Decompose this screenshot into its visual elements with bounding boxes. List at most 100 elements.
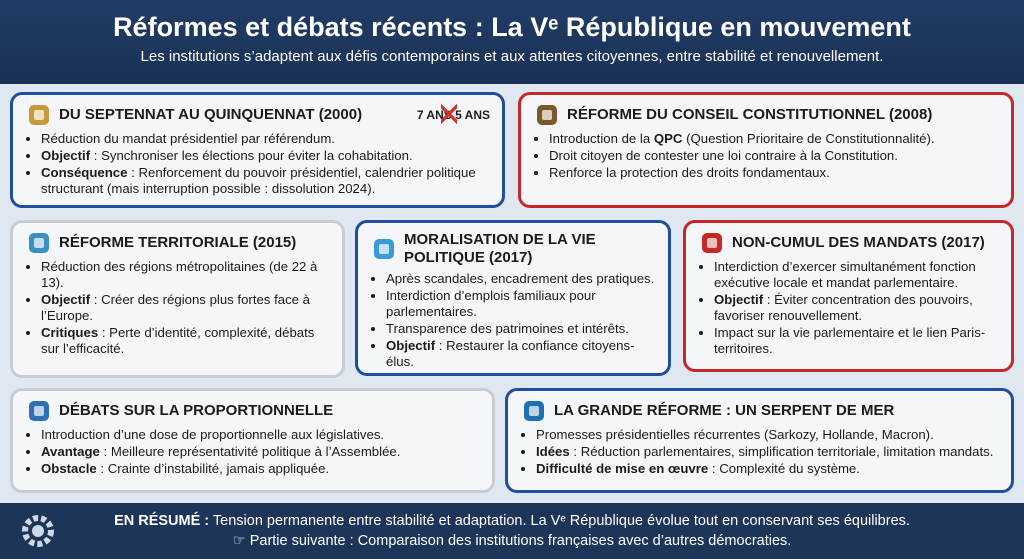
item: Avantage : Meilleure représentativité po… bbox=[41, 444, 480, 460]
next-line: ☞ Partie suivante : Comparaison des inst… bbox=[0, 531, 1024, 551]
bold-text: Critiques bbox=[41, 325, 99, 340]
item: Introduction de la QPC (Question Priorit… bbox=[549, 131, 999, 147]
footer: EN RÉSUMÉ : Tension permanente entre sta… bbox=[0, 503, 1024, 559]
summary: EN RÉSUMÉ : Tension permanente entre sta… bbox=[0, 511, 1024, 531]
text: : Créer des régions plus fortes face à l… bbox=[41, 292, 310, 323]
item: Idées : Réduction parlementaires, simpli… bbox=[536, 444, 999, 460]
item: Après scandales, encadrement des pratiqu… bbox=[386, 271, 656, 287]
gear-icon bbox=[22, 515, 54, 547]
card-title: RÉFORME DU CONSEIL CONSTITUTIONNEL (2008… bbox=[567, 106, 933, 123]
card-icon bbox=[29, 233, 49, 253]
card-title: MORALISATION DE LA VIE POLITIQUE (2017) bbox=[404, 231, 596, 266]
item: Interdiction d’emplois familiaux pour pa… bbox=[386, 288, 656, 320]
card-head: NON-CUMUL DES MANDATS (2017) bbox=[700, 231, 999, 255]
card: DU SEPTENNAT AU QUINQUENNAT (2000) 7 ANS … bbox=[10, 92, 505, 208]
text: Interdiction d’exercer simultanément fon… bbox=[714, 259, 976, 290]
bold-text: Objectif bbox=[714, 292, 764, 307]
title: Réformes et débats récents : La Vᵉ Répub… bbox=[113, 12, 911, 42]
text: : Restaurer la confiance citoyens-élus. bbox=[386, 338, 635, 369]
item: Renforce la protection des droits fondam… bbox=[549, 165, 999, 181]
card: MORALISATION DE LA VIE POLITIQUE (2017) A… bbox=[355, 220, 671, 376]
item: Impact sur la vie parlementaire et le li… bbox=[714, 325, 999, 357]
item: Réduction du mandat présidentiel par réf… bbox=[41, 131, 490, 147]
text: Après scandales, encadrement des pratiqu… bbox=[386, 271, 655, 286]
bold-text: Idées bbox=[536, 444, 570, 459]
item: Objectif : Restaurer la confiance citoye… bbox=[386, 338, 656, 370]
card-icon bbox=[537, 105, 557, 125]
text: (Question Prioritaire de Constitutionnal… bbox=[682, 131, 935, 146]
card-head: LA GRANDE RÉFORME : UN SERPENT DE MER bbox=[522, 399, 999, 423]
text: : Complexité du système. bbox=[708, 461, 860, 476]
card-title: DÉBATS SUR LA PROPORTIONNELLE bbox=[59, 402, 334, 419]
text: Droit citoyen de contester une loi contr… bbox=[549, 148, 898, 163]
card-head: RÉFORME TERRITORIALE (2015) bbox=[27, 231, 330, 255]
item: Interdiction d’exercer simultanément fon… bbox=[714, 259, 999, 291]
item-list: Interdiction d’exercer simultanément fon… bbox=[700, 259, 999, 357]
item: Transparence des patrimoines et intérêts… bbox=[386, 321, 656, 337]
bold-text: Difficulté de mise en œuvre bbox=[536, 461, 709, 476]
item-list: Introduction de la QPC (Question Priorit… bbox=[535, 131, 999, 181]
item: Objectif : Créer des régions plus fortes… bbox=[41, 292, 330, 324]
item: Réduction des régions métropolitaines (d… bbox=[41, 259, 330, 291]
card-head: RÉFORME DU CONSEIL CONSTITUTIONNEL (2008… bbox=[535, 103, 999, 127]
text: Tension permanente entre stabilité et ad… bbox=[209, 513, 910, 529]
card-head: MORALISATION DE LA VIE POLITIQUE (2017) bbox=[372, 231, 656, 267]
item-list: Après scandales, encadrement des pratiqu… bbox=[372, 271, 656, 370]
text: Réduction du mandat présidentiel par réf… bbox=[41, 131, 335, 146]
item: Objectif : Synchroniser les élections po… bbox=[41, 148, 490, 164]
card-icon bbox=[29, 105, 49, 125]
badge-old: 7 ANS bbox=[416, 108, 452, 122]
card: NON-CUMUL DES MANDATS (2017) Interdiction… bbox=[683, 220, 1014, 372]
badge: 7 ANS 5 ANS bbox=[417, 108, 490, 122]
bold-text: QPC bbox=[653, 131, 683, 146]
card-icon bbox=[374, 239, 394, 259]
pointer-icon: ☞ bbox=[232, 533, 250, 549]
text: : Meilleure représentativité politique à… bbox=[99, 444, 401, 459]
card-title: NON-CUMUL DES MANDATS (2017) bbox=[732, 234, 985, 251]
text: Promesses présidentielles récurrentes (S… bbox=[536, 427, 934, 442]
card-icon bbox=[29, 401, 49, 421]
bold-text: EN RÉSUMÉ : bbox=[114, 513, 210, 529]
text: : Perte d’identité, complexité, débats s… bbox=[41, 325, 315, 356]
text: Impact sur la vie parlementaire et le li… bbox=[714, 325, 986, 356]
text: Transparence des patrimoines et intérêts… bbox=[386, 321, 629, 336]
text: Introduction d’une dose de proportionnel… bbox=[41, 427, 385, 442]
item-list: Promesses présidentielles récurrentes (S… bbox=[522, 427, 999, 477]
bold-text: Objectif bbox=[386, 338, 436, 353]
card-title: LA GRANDE RÉFORME : UN SERPENT DE MER bbox=[554, 402, 895, 419]
card: LA GRANDE RÉFORME : UN SERPENT DE MER Pro… bbox=[505, 388, 1014, 493]
item: Introduction d’une dose de proportionnel… bbox=[41, 427, 480, 443]
item: Critiques : Perte d’identité, complexité… bbox=[41, 325, 330, 357]
item: Objectif : Éviter concentration des pouv… bbox=[714, 292, 999, 324]
item-list: Réduction du mandat présidentiel par réf… bbox=[27, 131, 490, 197]
text: : Réduction parlementaires, simplificati… bbox=[569, 444, 994, 459]
text: : Renforcement du pouvoir présidentiel, … bbox=[41, 165, 476, 196]
item-list: Introduction d’une dose de proportionnel… bbox=[27, 427, 480, 477]
card-head: DÉBATS SUR LA PROPORTIONNELLE bbox=[27, 399, 480, 423]
next: Partie suivante : Comparaison des instit… bbox=[249, 533, 792, 549]
card-icon bbox=[524, 401, 544, 421]
bold-text: Objectif bbox=[41, 148, 91, 163]
subtitle: Les institutions s’adaptent aux défis co… bbox=[140, 48, 884, 65]
item: Conséquence : Renforcement du pouvoir pr… bbox=[41, 165, 490, 197]
bold-text: Avantage bbox=[41, 444, 100, 459]
item: Droit citoyen de contester une loi contr… bbox=[549, 148, 999, 164]
card-title: DU SEPTENNAT AU QUINQUENNAT (2000) bbox=[59, 106, 363, 123]
item: Promesses présidentielles récurrentes (S… bbox=[536, 427, 999, 443]
bold-text: Objectif bbox=[41, 292, 91, 307]
text: : Synchroniser les élections pour éviter… bbox=[90, 148, 413, 163]
text: : Éviter concentration des pouvoirs, fav… bbox=[714, 292, 973, 323]
card: DÉBATS SUR LA PROPORTIONNELLE Introductio… bbox=[10, 388, 495, 493]
item: Obstacle : Crainte d’instabilité, jamais… bbox=[41, 461, 480, 477]
bold-text: Obstacle bbox=[41, 461, 97, 476]
item: Difficulté de mise en œuvre : Complexité… bbox=[536, 461, 999, 477]
card-title: RÉFORME TERRITORIALE (2015) bbox=[59, 234, 297, 251]
item-list: Réduction des régions métropolitaines (d… bbox=[27, 259, 330, 357]
badge-new: 5 ANS bbox=[455, 108, 490, 122]
bold-text: Conséquence bbox=[41, 165, 128, 180]
text: Réduction des régions métropolitaines (d… bbox=[41, 259, 318, 290]
header: Réformes et débats récents : La Vᵉ Répub… bbox=[0, 0, 1024, 84]
card: RÉFORME TERRITORIALE (2015) Réduction des… bbox=[10, 220, 345, 378]
text: Renforce la protection des droits fondam… bbox=[549, 165, 830, 180]
card-head: DU SEPTENNAT AU QUINQUENNAT (2000) 7 ANS … bbox=[27, 103, 490, 127]
